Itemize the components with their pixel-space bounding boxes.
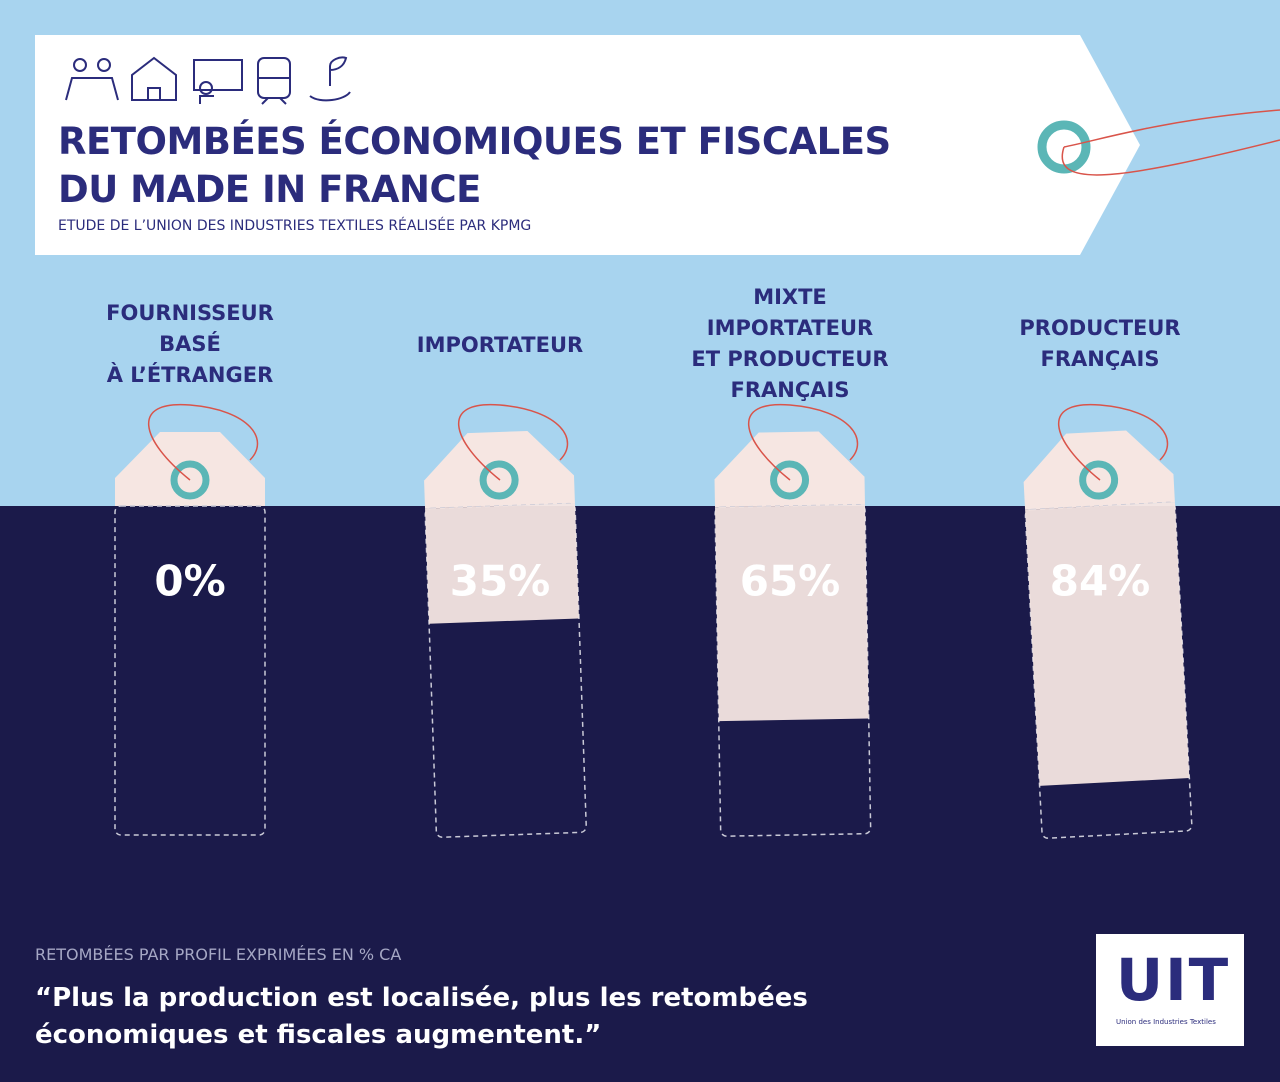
- tag-head: [714, 431, 865, 508]
- price-tag: [714, 431, 872, 837]
- tag-ring: [1037, 120, 1091, 174]
- value-label: 0%: [154, 557, 225, 606]
- header-tag: [35, 35, 1140, 255]
- bar: [1025, 502, 1190, 786]
- tag-outline: [114, 505, 266, 836]
- string: [457, 403, 569, 481]
- logo-name: UIT: [1116, 946, 1231, 1014]
- price-tag: [424, 430, 587, 838]
- quote: “Plus la production est localisée, plus …: [35, 983, 808, 1050]
- tag-outline: [714, 504, 872, 837]
- bar: [715, 504, 869, 722]
- value-label: 35%: [450, 557, 551, 606]
- category-label: FOURNISSEUR BASÉ À L’ÉTRANGER: [106, 301, 274, 387]
- value-label: 65%: [740, 557, 841, 606]
- title: RETOMBÉES ÉCONOMIQUES ET FISCALES DU MAD…: [58, 120, 891, 211]
- category-label: PRODUCTEUR FRANÇAIS: [1019, 316, 1181, 371]
- tag-outline: [424, 502, 587, 838]
- tag-outline: [1024, 501, 1193, 839]
- string: [1061, 109, 1280, 176]
- icons: [65, 56, 351, 105]
- logo-caption: Union des Industries Textiles: [1116, 1018, 1216, 1026]
- tag-ring: [1079, 460, 1119, 500]
- tag-ring: [770, 460, 810, 500]
- note: RETOMBÉES PAR PROFIL EXPRIMÉES EN % CA: [35, 945, 402, 964]
- string: [1057, 403, 1169, 481]
- subtitle: ETUDE DE L’UNION DES INDUSTRIES TEXTILES…: [58, 218, 532, 234]
- value-label: 84%: [1050, 557, 1151, 606]
- price-tag: [114, 432, 266, 836]
- string: [147, 403, 259, 481]
- tag-head: [1023, 430, 1175, 510]
- tag-head: [115, 432, 265, 506]
- price-tag: [1023, 430, 1193, 839]
- bar: [425, 503, 579, 624]
- logo: UIT Union des Industries Textiles: [1096, 934, 1244, 1046]
- category-label: MIXTE IMPORTATEUR ET PRODUCTEUR FRANÇAIS: [691, 285, 889, 402]
- tag-head: [424, 430, 575, 509]
- string: [747, 403, 859, 481]
- tag-ring: [170, 460, 210, 500]
- tag-ring: [479, 460, 519, 500]
- category-label: IMPORTATEUR: [416, 333, 584, 357]
